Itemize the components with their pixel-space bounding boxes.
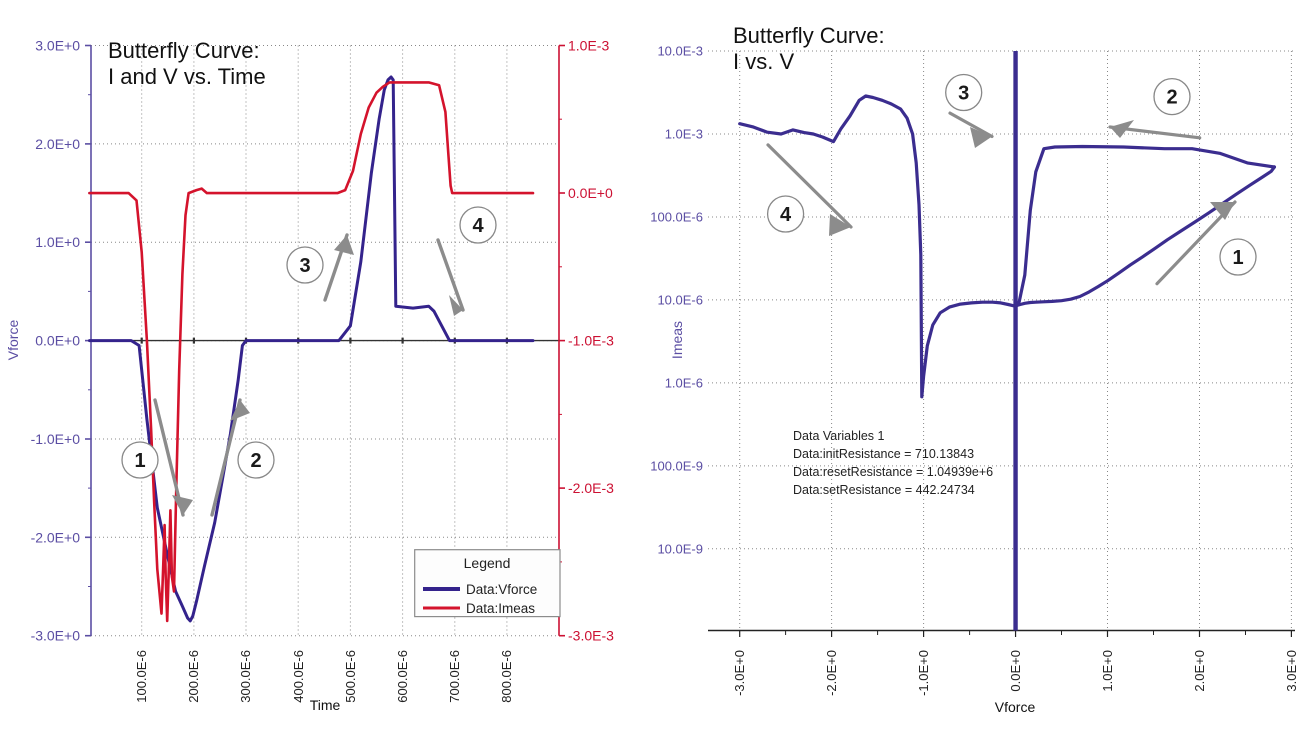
svg-text:4: 4 <box>780 204 792 226</box>
svg-text:200.0E-6: 200.0E-6 <box>186 650 201 703</box>
svg-text:Vforce: Vforce <box>995 699 1036 715</box>
svg-text:10.0E-9: 10.0E-9 <box>657 541 703 556</box>
svg-text:1.0E+0: 1.0E+0 <box>35 234 80 250</box>
svg-text:400.0E-6: 400.0E-6 <box>291 650 306 703</box>
svg-text:-2.0E-3: -2.0E-3 <box>568 480 614 496</box>
svg-text:I and V vs. Time: I and V vs. Time <box>108 64 266 89</box>
svg-text:Butterfly Curve:: Butterfly Curve: <box>108 38 260 63</box>
svg-text:-3.0E-3: -3.0E-3 <box>568 628 614 644</box>
svg-text:0.0E+0: 0.0E+0 <box>1008 650 1023 692</box>
svg-text:Data:initResistance = 710.1384: Data:initResistance = 710.13843 <box>793 447 974 461</box>
svg-text:Imeas: Imeas <box>669 321 685 359</box>
svg-text:10.0E-6: 10.0E-6 <box>657 292 703 307</box>
svg-text:1: 1 <box>134 450 145 472</box>
svg-text:1.0E-6: 1.0E-6 <box>665 375 703 390</box>
svg-text:-1.0E+0: -1.0E+0 <box>916 650 931 696</box>
svg-text:Data:Imeas: Data:Imeas <box>466 601 535 616</box>
svg-text:Data:resetResistance = 1.04939: Data:resetResistance = 1.04939e+6 <box>793 465 993 479</box>
svg-text:0.0E+0: 0.0E+0 <box>568 185 613 201</box>
svg-text:-2.0E+0: -2.0E+0 <box>824 650 839 696</box>
svg-text:2: 2 <box>1166 87 1177 109</box>
svg-text:3: 3 <box>299 255 310 277</box>
svg-text:Time: Time <box>310 697 341 713</box>
svg-text:Vforce: Vforce <box>5 320 21 361</box>
svg-text:10.0E-3: 10.0E-3 <box>657 44 703 59</box>
svg-text:1.0E-3: 1.0E-3 <box>665 127 703 142</box>
svg-text:1.0E+0: 1.0E+0 <box>1100 650 1115 692</box>
svg-text:300.0E-6: 300.0E-6 <box>238 650 253 703</box>
svg-text:Legend: Legend <box>464 555 511 571</box>
svg-text:-3.0E+0: -3.0E+0 <box>732 650 747 696</box>
svg-text:-1.0E-3: -1.0E-3 <box>568 333 614 349</box>
svg-text:0.0E+0: 0.0E+0 <box>35 333 80 349</box>
svg-text:1: 1 <box>1232 247 1243 269</box>
svg-text:Data Variables 1: Data Variables 1 <box>793 429 885 443</box>
svg-text:2: 2 <box>250 450 261 472</box>
svg-text:2.0E+0: 2.0E+0 <box>1192 650 1207 692</box>
svg-text:-1.0E+0: -1.0E+0 <box>31 431 81 447</box>
svg-text:1.0E-3: 1.0E-3 <box>568 38 609 54</box>
svg-text:500.0E-6: 500.0E-6 <box>343 650 358 703</box>
svg-text:Butterfly Curve:: Butterfly Curve: <box>733 23 885 48</box>
svg-text:3.0E+0: 3.0E+0 <box>35 38 80 54</box>
svg-text:Data:Vforce: Data:Vforce <box>466 582 537 597</box>
svg-text:100.0E-9: 100.0E-9 <box>650 458 703 473</box>
svg-text:800.0E-6: 800.0E-6 <box>499 650 514 703</box>
svg-text:-3.0E+0: -3.0E+0 <box>31 628 81 644</box>
svg-text:Data:setResistance = 442.24734: Data:setResistance = 442.24734 <box>793 483 975 497</box>
svg-text:700.0E-6: 700.0E-6 <box>447 650 462 703</box>
svg-text:600.0E-6: 600.0E-6 <box>395 650 410 703</box>
svg-text:I vs. V: I vs. V <box>733 49 794 74</box>
svg-text:100.0E-6: 100.0E-6 <box>134 650 149 703</box>
svg-text:3.0E+0: 3.0E+0 <box>1284 650 1299 692</box>
svg-text:3: 3 <box>958 83 969 105</box>
svg-text:-2.0E+0: -2.0E+0 <box>31 529 81 545</box>
svg-text:2.0E+0: 2.0E+0 <box>35 136 80 152</box>
svg-text:100.0E-6: 100.0E-6 <box>650 210 703 225</box>
svg-text:4: 4 <box>472 215 484 237</box>
